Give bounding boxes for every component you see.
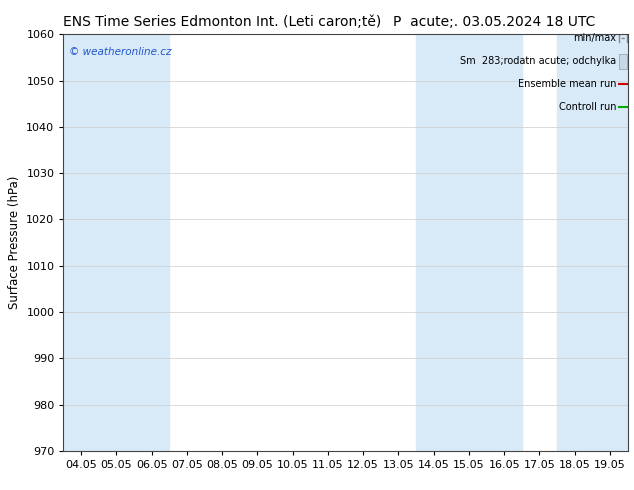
Text: Ensemble mean run: Ensemble mean run bbox=[518, 79, 616, 89]
Bar bbox=[557, 34, 628, 451]
Text: ENS Time Series Edmonton Int. (Leti caron;tě): ENS Time Series Edmonton Int. (Leti caro… bbox=[63, 15, 382, 29]
Y-axis label: Surface Pressure (hPa): Surface Pressure (hPa) bbox=[8, 176, 21, 309]
Text: P  acute;. 03.05.2024 18 UTC: P acute;. 03.05.2024 18 UTC bbox=[393, 15, 595, 29]
Bar bbox=[63, 34, 169, 451]
Text: Controll run: Controll run bbox=[559, 102, 616, 112]
Bar bbox=[416, 34, 522, 451]
Text: min/max: min/max bbox=[573, 33, 616, 44]
Bar bbox=[619, 54, 627, 69]
Text: Sm  283;rodatn acute; odchylka: Sm 283;rodatn acute; odchylka bbox=[460, 56, 616, 66]
Text: © weatheronline.cz: © weatheronline.cz bbox=[69, 47, 172, 57]
